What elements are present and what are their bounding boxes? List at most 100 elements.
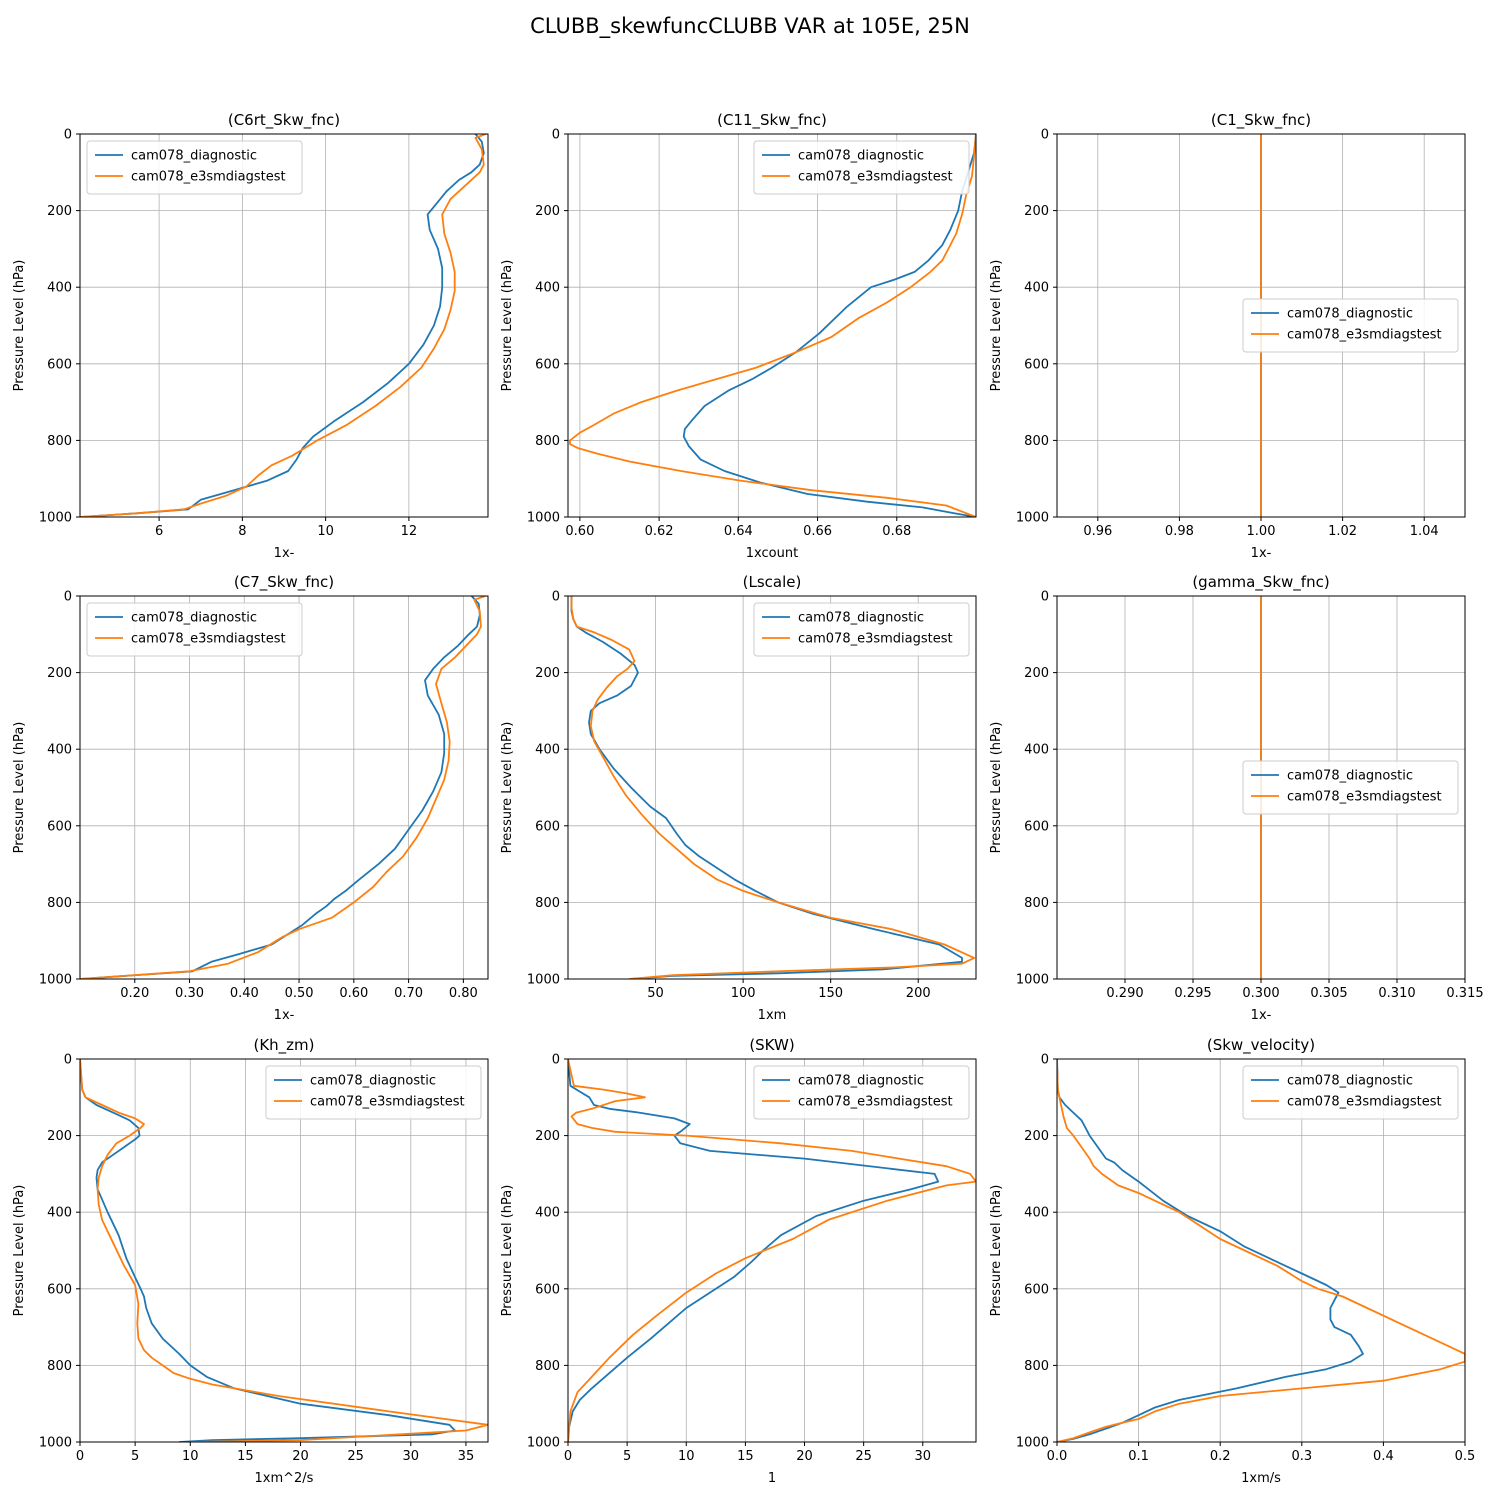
x-tick-label: 0.300 bbox=[1242, 986, 1279, 1001]
subplot-4: 0.20 0.30 0.40 0.50 0.60 0.70 0.80 0 200 400 600 80… bbox=[12, 573, 489, 1023]
y-tick-label: 800 bbox=[1024, 1359, 1049, 1374]
y-tick-label: 600 bbox=[1024, 357, 1049, 372]
legend: cam078_diagnostic cam078_e3smdiagstest bbox=[86, 140, 303, 195]
x-axis-label: 1x- bbox=[274, 1008, 295, 1023]
x-axis-label: 1xm bbox=[758, 1008, 787, 1023]
subplot-title: (C11_Skw_fnc) bbox=[717, 111, 827, 130]
y-tick-label: 600 bbox=[1024, 819, 1049, 834]
subplot-8: 0 5 10 15 20 25 30 0 200 400 600 800 1000 (SKW) 1 Press… bbox=[500, 1036, 977, 1486]
x-tick-label: 0.60 bbox=[565, 524, 594, 539]
y-tick-label: 0 bbox=[552, 128, 560, 143]
legend-label-2: cam078_e3smdiagstest bbox=[131, 170, 286, 185]
x-tick-label: 1.02 bbox=[1328, 524, 1357, 539]
legend: cam078_diagnostic cam078_e3smdiagstest bbox=[753, 1065, 970, 1120]
y-tick-label: 0 bbox=[1041, 128, 1049, 143]
y-axis-label: Pressure Level (hPa) bbox=[989, 722, 1004, 854]
y-tick-label: 0 bbox=[64, 128, 72, 143]
legend-label-1: cam078_diagnostic bbox=[310, 1074, 436, 1089]
x-axis-label: 1xm^2/s bbox=[255, 1471, 314, 1486]
y-tick-label: 600 bbox=[47, 819, 72, 834]
x-tick-label: 20 bbox=[292, 1449, 309, 1464]
legend-label-2: cam078_e3smdiagstest bbox=[798, 1095, 953, 1110]
x-axis-label: 1xm/s bbox=[1241, 1471, 1281, 1486]
x-tick-label: 0.2 bbox=[1210, 1449, 1231, 1464]
axes-frame bbox=[79, 595, 489, 980]
y-tick-label: 400 bbox=[1024, 743, 1049, 758]
x-tick-label: 0.305 bbox=[1310, 986, 1347, 1001]
x-tick-label: 0.3 bbox=[1291, 1449, 1312, 1464]
y-tick-label: 800 bbox=[47, 896, 72, 911]
y-tick-label: 200 bbox=[535, 1129, 560, 1144]
x-tick-label: 100 bbox=[731, 986, 756, 1001]
x-tick-label: 0.315 bbox=[1446, 986, 1483, 1001]
y-tick-label: 200 bbox=[47, 204, 72, 219]
legend-label-2: cam078_e3smdiagstest bbox=[1287, 328, 1442, 343]
y-axis-label: Pressure Level (hPa) bbox=[12, 722, 27, 854]
x-tick-label: 0.5 bbox=[1455, 1449, 1476, 1464]
y-tick-label: 800 bbox=[1024, 896, 1049, 911]
y-tick-label: 600 bbox=[47, 1282, 72, 1297]
x-tick-label: 10 bbox=[317, 524, 334, 539]
y-tick-label: 800 bbox=[47, 1359, 72, 1374]
y-tick-label: 200 bbox=[1024, 1129, 1049, 1144]
y-tick-label: 1000 bbox=[1016, 511, 1049, 526]
y-tick-label: 800 bbox=[1024, 434, 1049, 449]
subplot-6: 0.290 0.295 0.300 0.305 0.310 0.315 0 200 400 600… bbox=[989, 573, 1484, 1023]
legend-label-2: cam078_e3smdiagstest bbox=[1287, 1095, 1442, 1110]
y-tick-label: 400 bbox=[1024, 1206, 1049, 1221]
legend-label-1: cam078_diagnostic bbox=[131, 611, 257, 626]
series-line-1 bbox=[1057, 1059, 1364, 1442]
y-tick-label: 400 bbox=[47, 743, 72, 758]
subplot-title: (C7_Skw_fnc) bbox=[234, 573, 334, 592]
y-tick-label: 200 bbox=[1024, 204, 1049, 219]
legend: cam078_diagnostic cam078_e3smdiagstest bbox=[753, 602, 970, 657]
x-tick-label: 25 bbox=[855, 1449, 872, 1464]
series-line-1 bbox=[570, 596, 963, 979]
axes-frame bbox=[79, 1058, 489, 1443]
y-axis-label: Pressure Level (hPa) bbox=[500, 722, 515, 854]
y-tick-label: 1000 bbox=[39, 511, 72, 526]
y-tick-label: 200 bbox=[1024, 666, 1049, 681]
legend-box bbox=[753, 602, 970, 657]
series-line-2 bbox=[568, 1059, 976, 1442]
y-tick-label: 0 bbox=[552, 590, 560, 605]
y-tick-label: 800 bbox=[535, 434, 560, 449]
legend-box bbox=[86, 602, 303, 657]
x-tick-label: 0.40 bbox=[230, 986, 259, 1001]
y-tick-label: 200 bbox=[535, 204, 560, 219]
x-tick-label: 0.50 bbox=[285, 986, 314, 1001]
legend: cam078_diagnostic cam078_e3smdiagstest bbox=[86, 602, 303, 657]
x-tick-label: 0.0 bbox=[1047, 1449, 1068, 1464]
x-tick-label: 0.70 bbox=[394, 986, 423, 1001]
legend: cam078_diagnostic cam078_e3smdiagstest bbox=[1242, 298, 1459, 353]
x-tick-label: 35 bbox=[458, 1449, 475, 1464]
series-line-1 bbox=[80, 1059, 456, 1442]
x-tick-label: 0.1 bbox=[1128, 1449, 1149, 1464]
x-axis-label: 1 bbox=[768, 1471, 776, 1486]
series-line-1 bbox=[568, 1059, 940, 1442]
x-tick-label: 0.62 bbox=[645, 524, 674, 539]
legend: cam078_diagnostic cam078_e3smdiagstest bbox=[753, 140, 970, 195]
y-tick-label: 1000 bbox=[527, 973, 560, 988]
y-axis-label: Pressure Level (hPa) bbox=[12, 1185, 27, 1317]
subplot-3: 0.96 0.98 1.00 1.02 1.04 0 200 400 600 800 1000 (C1… bbox=[989, 111, 1466, 561]
x-axis-label: 1x- bbox=[1251, 1008, 1272, 1023]
x-tick-label: 25 bbox=[347, 1449, 364, 1464]
subplot-title: (C6rt_Skw_fnc) bbox=[228, 111, 340, 130]
legend-label-1: cam078_diagnostic bbox=[798, 611, 924, 626]
y-tick-label: 600 bbox=[1024, 1282, 1049, 1297]
series-line-2 bbox=[1057, 1059, 1465, 1442]
subplot-9: 0.0 0.1 0.2 0.3 0.4 0.5 0 200 400 600 800 1000 (Skw_… bbox=[989, 1036, 1475, 1486]
legend-label-2: cam078_e3smdiagstest bbox=[310, 1095, 465, 1110]
subplot-2: 0.60 0.62 0.64 0.66 0.68 0 200 400 600 800 1000 (C1… bbox=[500, 111, 977, 561]
x-tick-label: 10 bbox=[182, 1449, 199, 1464]
x-tick-label: 12 bbox=[401, 524, 418, 539]
y-tick-label: 200 bbox=[535, 666, 560, 681]
x-tick-label: 0.295 bbox=[1174, 986, 1211, 1001]
subplot-title: (SKW) bbox=[749, 1036, 794, 1054]
y-tick-label: 800 bbox=[535, 896, 560, 911]
axes-frame bbox=[79, 133, 489, 518]
legend-label-1: cam078_diagnostic bbox=[131, 149, 257, 164]
y-tick-label: 400 bbox=[1024, 281, 1049, 296]
